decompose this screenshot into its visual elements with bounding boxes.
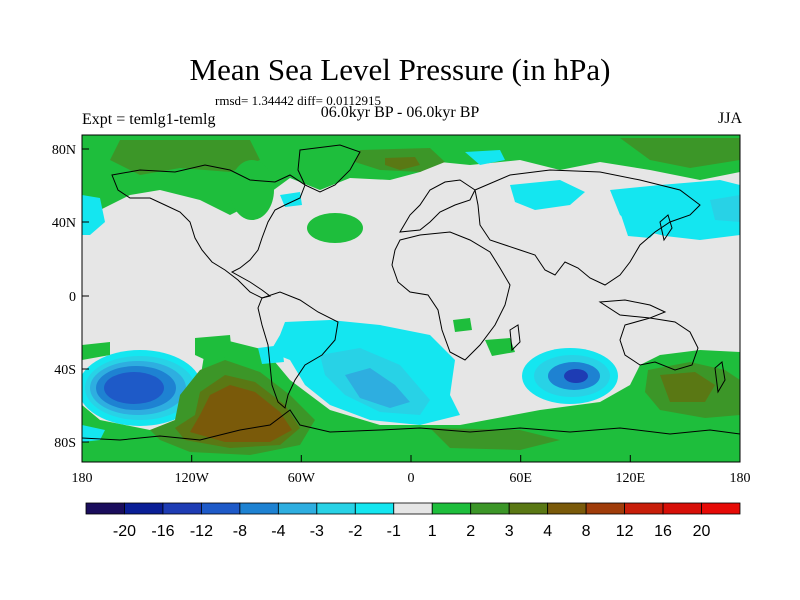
colorbar-swatch [162, 502, 202, 515]
colorbar-label: -8 [233, 523, 247, 540]
field-antarctic-negative [82, 425, 105, 442]
colorbar-label: -4 [271, 523, 285, 540]
colorbar-label: 8 [582, 523, 591, 540]
lat-tick-label: 80N [52, 143, 76, 158]
field-asia-negative [620, 210, 665, 238]
field-southamerica-positive [195, 335, 232, 362]
coast-australia [619, 317, 699, 371]
lat-tick-label: 40S [54, 363, 76, 378]
coast-africa [391, 231, 511, 361]
field-sind-low-4 [564, 369, 588, 383]
lat-tick-label: 0 [69, 290, 76, 305]
field-spac-low-5 [104, 372, 164, 404]
colorbar-label: -16 [151, 523, 174, 540]
coastlines [82, 144, 740, 441]
field-southern-positive-2 [82, 342, 110, 360]
colorbar-swatch [662, 502, 702, 515]
coast-south-america [257, 291, 339, 409]
colorbar-label: 2 [466, 523, 475, 540]
stats-text: rmsd= 1.34442 diff= 0.0112915 [215, 93, 381, 108]
field-arctic-positive-4 [385, 157, 420, 170]
field-npac-positive [230, 160, 274, 220]
period-subtitle: 06.0kyr BP - 06.0kyr BP [320, 104, 480, 121]
colorbar-swatch [85, 502, 125, 515]
colorbar-swatch [393, 502, 433, 515]
field-arctic-positive-5 [620, 138, 740, 168]
colorbar-label: 20 [693, 523, 711, 540]
field-southamerica-negative [258, 345, 284, 364]
field-africa-positive [485, 338, 515, 356]
field-npac-negative-2 [710, 195, 740, 222]
field-arctic-positive-2 [110, 140, 260, 175]
field-satl-negative-3 [345, 368, 410, 408]
season-label: JJA [717, 110, 742, 127]
colorbar-swatch [239, 502, 279, 515]
experiment-label: Expt = temlg1-temlg [82, 111, 216, 128]
colorbar-swatch [585, 502, 625, 515]
lon-tick-label: 60W [288, 471, 316, 486]
colorbar-swatch [431, 502, 472, 515]
lon-axis-labels: 180 120W 60W 0 60E 120E 180 [72, 471, 751, 486]
colorbar-label: -2 [348, 523, 362, 540]
field-southern-positive-5 [190, 385, 292, 442]
colorbar-label: 12 [616, 523, 634, 540]
axis-ticks [81, 148, 741, 462]
coast-new-zealand [714, 361, 726, 394]
pressure-field [82, 135, 740, 462]
coast-asia [474, 169, 701, 286]
lon-tick-label: 180 [72, 471, 93, 486]
colorbar-label: -12 [190, 523, 213, 540]
colorbar-swatch [508, 502, 549, 515]
colorbar-swatch [277, 502, 318, 515]
field-arctic-negative [465, 150, 505, 165]
lat-axis-labels: 80N 40N 0 40S 80S [52, 143, 76, 451]
coast-indonesia [598, 299, 667, 319]
lat-tick-label: 40N [52, 216, 76, 231]
lon-tick-label: 0 [408, 471, 415, 486]
colorbar-swatch [124, 502, 164, 515]
colorbar-swatch [201, 502, 241, 515]
colorbar-label: 4 [543, 523, 552, 540]
colorbar-label: -3 [310, 523, 324, 540]
field-antarctic-positive [430, 428, 560, 450]
lat-tick-label: 80S [54, 436, 76, 451]
colorbar-label: 1 [428, 523, 437, 540]
colorbar-label: -1 [387, 523, 401, 540]
field-atlantic-negative [280, 192, 302, 207]
colorbar-swatch [470, 502, 510, 515]
colorbar-swatch [701, 502, 741, 515]
coast-north-america [111, 164, 306, 299]
colorbar-swatch [354, 502, 395, 515]
field-eurasia-negative [510, 180, 585, 210]
lon-tick-label: 120E [616, 471, 646, 486]
field-natl-positive [307, 213, 363, 243]
colorbar-swatch [547, 502, 587, 515]
lon-tick-label: 180 [730, 471, 751, 486]
lon-tick-label: 60E [509, 471, 532, 486]
colorbar-label: 3 [505, 523, 514, 540]
map-title: Mean Sea Level Pressure (in hPa) [189, 52, 611, 87]
colorbar-label: 16 [654, 523, 672, 540]
coast-madagascar [509, 324, 521, 352]
field-npac-negative-3 [82, 195, 105, 235]
coast-japan [659, 214, 673, 242]
field-africa-positive-2 [453, 318, 472, 332]
colorbar-swatch [624, 502, 664, 515]
colorbar-label: -20 [113, 523, 136, 540]
coast-greenland [297, 144, 361, 193]
field-australia-positive-2 [660, 372, 715, 402]
colorbar: -20 -16 -12 -8 -4 -3 -2 -1 1 2 3 4 8 12 16 20 [85, 502, 741, 540]
colorbar-swatch [316, 502, 356, 515]
lon-tick-label: 120W [175, 471, 210, 486]
coast-antarctica [82, 409, 740, 441]
